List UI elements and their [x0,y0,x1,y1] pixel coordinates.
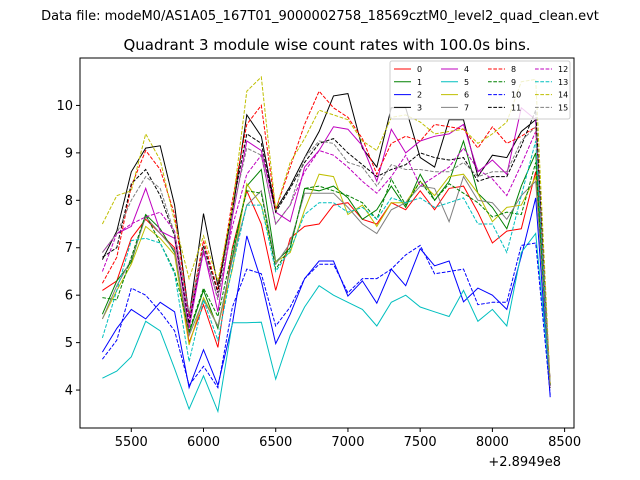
x-tick-label: 6500 [259,435,292,450]
series-line-9 [102,162,551,386]
legend-label-7: 7 [464,103,469,112]
y-tick-label: 6 [65,289,73,304]
series-line-15 [102,125,551,386]
legend-label-8: 8 [511,65,516,74]
legend-label-15: 15 [558,103,568,112]
series-line-11 [102,110,551,388]
x-tick-label: 8000 [476,435,509,450]
x-tick-label: 7000 [331,435,364,450]
legend-label-12: 12 [558,65,568,74]
legend-label-14: 14 [558,91,568,100]
legend-label-5: 5 [464,78,469,87]
x-tick-label: 6000 [187,435,220,450]
series-line-5 [102,232,551,414]
series-line-7 [101,175,551,386]
y-tick-label: 7 [65,241,73,256]
legend-label-1: 1 [417,78,422,87]
x-tick-label: 7500 [404,435,437,450]
legend-label-4: 4 [464,65,469,74]
legend-label-3: 3 [417,103,422,112]
series-line-2 [101,197,551,398]
x-offset-label: +2.8949e8 [488,455,561,470]
x-tick-label: 5500 [115,435,148,450]
series-line-10 [102,242,551,395]
legend-label-9: 9 [511,78,516,87]
series-line-13 [101,140,551,386]
suptitle: Data file: modeM0/AS1A05_167T01_90000027… [41,9,599,24]
y-tick-label: 5 [65,336,73,351]
series-line-6 [101,173,551,386]
series-line-3 [101,93,551,386]
axis-ticks: 5500 6000 6500 7000 7500 8000 8500 4 5 6 7 8 9 10 [56,99,581,450]
y-tick-label: 10 [56,99,73,114]
legend-label-0: 0 [417,65,422,74]
x-tick-label: 8500 [548,435,581,450]
y-tick-label: 8 [65,194,73,209]
legend-label-6: 6 [464,91,469,100]
axes-frame [79,57,575,429]
legend-label-10: 10 [511,91,521,100]
legend-label-13: 13 [558,78,568,87]
legend-box [389,60,571,120]
y-tick-label: 9 [65,146,73,161]
legend-label-2: 2 [417,91,422,100]
plot-area [101,75,551,414]
series-line-14 [101,75,551,386]
legend-label-11: 11 [511,103,521,112]
y-tick-label: 4 [65,384,73,399]
chart-title: Quadrant 3 module wise count rates with … [123,36,530,54]
